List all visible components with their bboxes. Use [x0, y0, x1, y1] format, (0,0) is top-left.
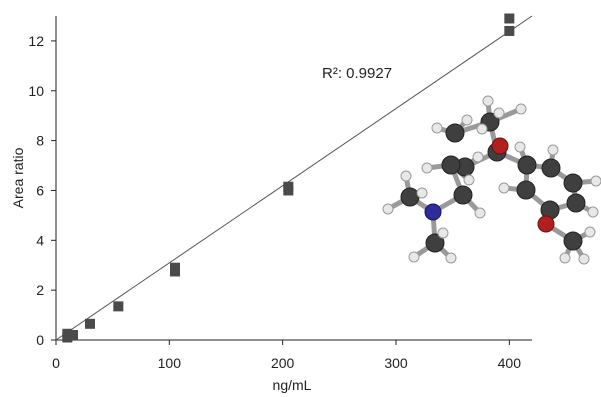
molecule-atom-hydrogen — [400, 170, 412, 182]
x-tick-label: 0 — [52, 355, 60, 371]
molecule-atom-hydrogen — [559, 252, 571, 264]
data-point — [85, 318, 95, 329]
data-point — [113, 301, 124, 312]
molecule-atom-hydrogen — [382, 203, 394, 215]
molecule-atom-nitrogen — [424, 203, 442, 221]
y-tick-label: 0 — [36, 332, 44, 348]
molecule-atom-hydrogen — [474, 207, 486, 219]
x-tick-label: 300 — [384, 355, 408, 371]
molecule-atom-carbon — [441, 155, 461, 175]
molecule-atom-hydrogen — [515, 103, 527, 115]
molecule-illustration — [382, 95, 601, 265]
molecule-atom-hydrogen — [590, 175, 601, 187]
molecule-atom-hydrogen — [472, 151, 484, 163]
molecule-atom-hydrogen — [584, 226, 596, 238]
x-tick-label: 100 — [158, 355, 182, 371]
molecule-atom-carbon — [563, 173, 583, 193]
y-tick-label: 2 — [36, 282, 44, 298]
molecule-atom-hydrogen — [421, 162, 433, 174]
molecule-atom-oxygen — [491, 137, 509, 155]
molecule-atom-carbon — [400, 187, 420, 207]
molecule-atom-carbon — [453, 185, 473, 205]
molecule-atom-hydrogen — [514, 141, 526, 153]
data-points — [62, 13, 515, 343]
y-tick-label: 12 — [28, 33, 44, 49]
molecule-atom-hydrogen — [431, 122, 443, 134]
y-axis-title: Area ratio — [10, 147, 26, 208]
fit-line — [55, 15, 533, 341]
x-tick-label: 200 — [271, 355, 295, 371]
molecule-atom-carbon — [516, 180, 536, 200]
molecule-atom-hydrogen — [547, 144, 559, 156]
data-point — [283, 181, 294, 192]
molecule-atom-carbon — [425, 233, 445, 253]
molecule-atom-hydrogen — [463, 174, 475, 186]
molecule-atom-hydrogen — [476, 123, 488, 135]
y-tick-label: 8 — [36, 133, 44, 149]
molecule-atom-hydrogen — [408, 251, 420, 263]
x-tick-label: 400 — [498, 355, 522, 371]
molecule-atom-carbon — [445, 123, 465, 143]
molecule-atom-hydrogen — [587, 206, 599, 218]
fit-line-group — [55, 15, 533, 341]
molecule-atom-hydrogen — [493, 107, 505, 119]
y-tick-label: 10 — [28, 83, 44, 99]
molecule-atom-carbon — [541, 158, 561, 178]
molecule-atom-hydrogen — [416, 187, 428, 199]
data-point — [68, 330, 78, 341]
molecule-atom-hydrogen — [482, 95, 494, 107]
molecule-atom-hydrogen — [461, 114, 473, 126]
r-squared-annotation: R²: 0.9927 — [322, 65, 392, 82]
y-tick-label: 6 — [36, 182, 44, 198]
data-point — [504, 25, 515, 36]
molecule-atom-hydrogen — [578, 253, 590, 265]
molecule-atom-hydrogen — [445, 252, 457, 264]
data-point — [170, 262, 180, 273]
y-tick-label: 4 — [36, 232, 44, 248]
data-point — [62, 328, 73, 339]
data-point — [504, 13, 515, 24]
molecule-atom-hydrogen — [498, 182, 510, 194]
molecule-atom-carbon — [563, 231, 583, 251]
x-axis-title: ng/mL — [273, 377, 312, 393]
molecule-atom-hydrogen — [437, 227, 449, 239]
molecule-atom-carbon — [566, 193, 586, 213]
molecule-atom-oxygen — [537, 215, 555, 233]
axes: 0 2 4 6 8 10 12 0 100 200 300 400 — [28, 16, 532, 371]
molecule-atom-carbon — [517, 155, 537, 175]
